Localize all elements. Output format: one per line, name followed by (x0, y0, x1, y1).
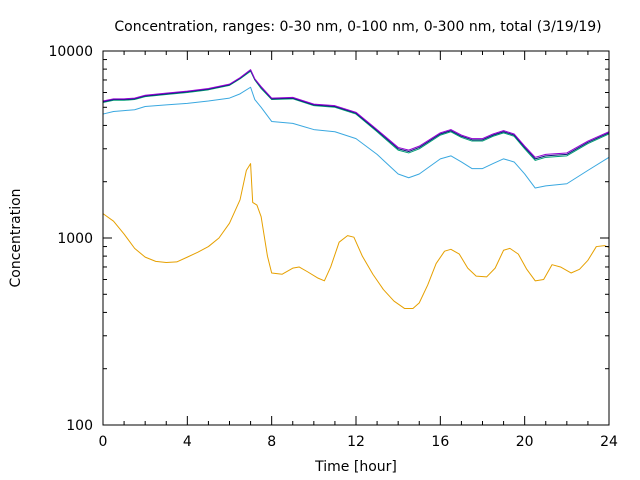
plot-frame (102, 50, 610, 426)
x-tick-label: 16 (431, 434, 449, 450)
y-tick-label: 1000 (57, 231, 93, 247)
series-line-2 (102, 70, 610, 161)
x-tick-label: 24 (600, 434, 618, 450)
series-line-4 (102, 69, 610, 158)
x-tick-label: 20 (516, 434, 534, 450)
x-tick-label: 12 (347, 434, 365, 450)
x-tick-label: 8 (267, 434, 276, 450)
series-layer (102, 69, 610, 309)
y-tick-label: 100 (66, 418, 93, 434)
x-axis-label: Time [hour] (314, 459, 397, 475)
series-line-1 (102, 86, 610, 189)
series-line-0 (102, 163, 610, 309)
series-line-3 (102, 69, 610, 160)
x-tick-label: 4 (183, 434, 192, 450)
x-tick-label: 0 (99, 434, 108, 450)
y-tick-label: 10000 (48, 44, 93, 60)
y-axis-label: Concentration (8, 188, 24, 287)
ticks-layer: 0 4 8 12 16 20 24 100 1000 10000 (48, 44, 618, 450)
chart-title: Concentration, ranges: 0-30 nm, 0-100 nm… (114, 19, 601, 35)
